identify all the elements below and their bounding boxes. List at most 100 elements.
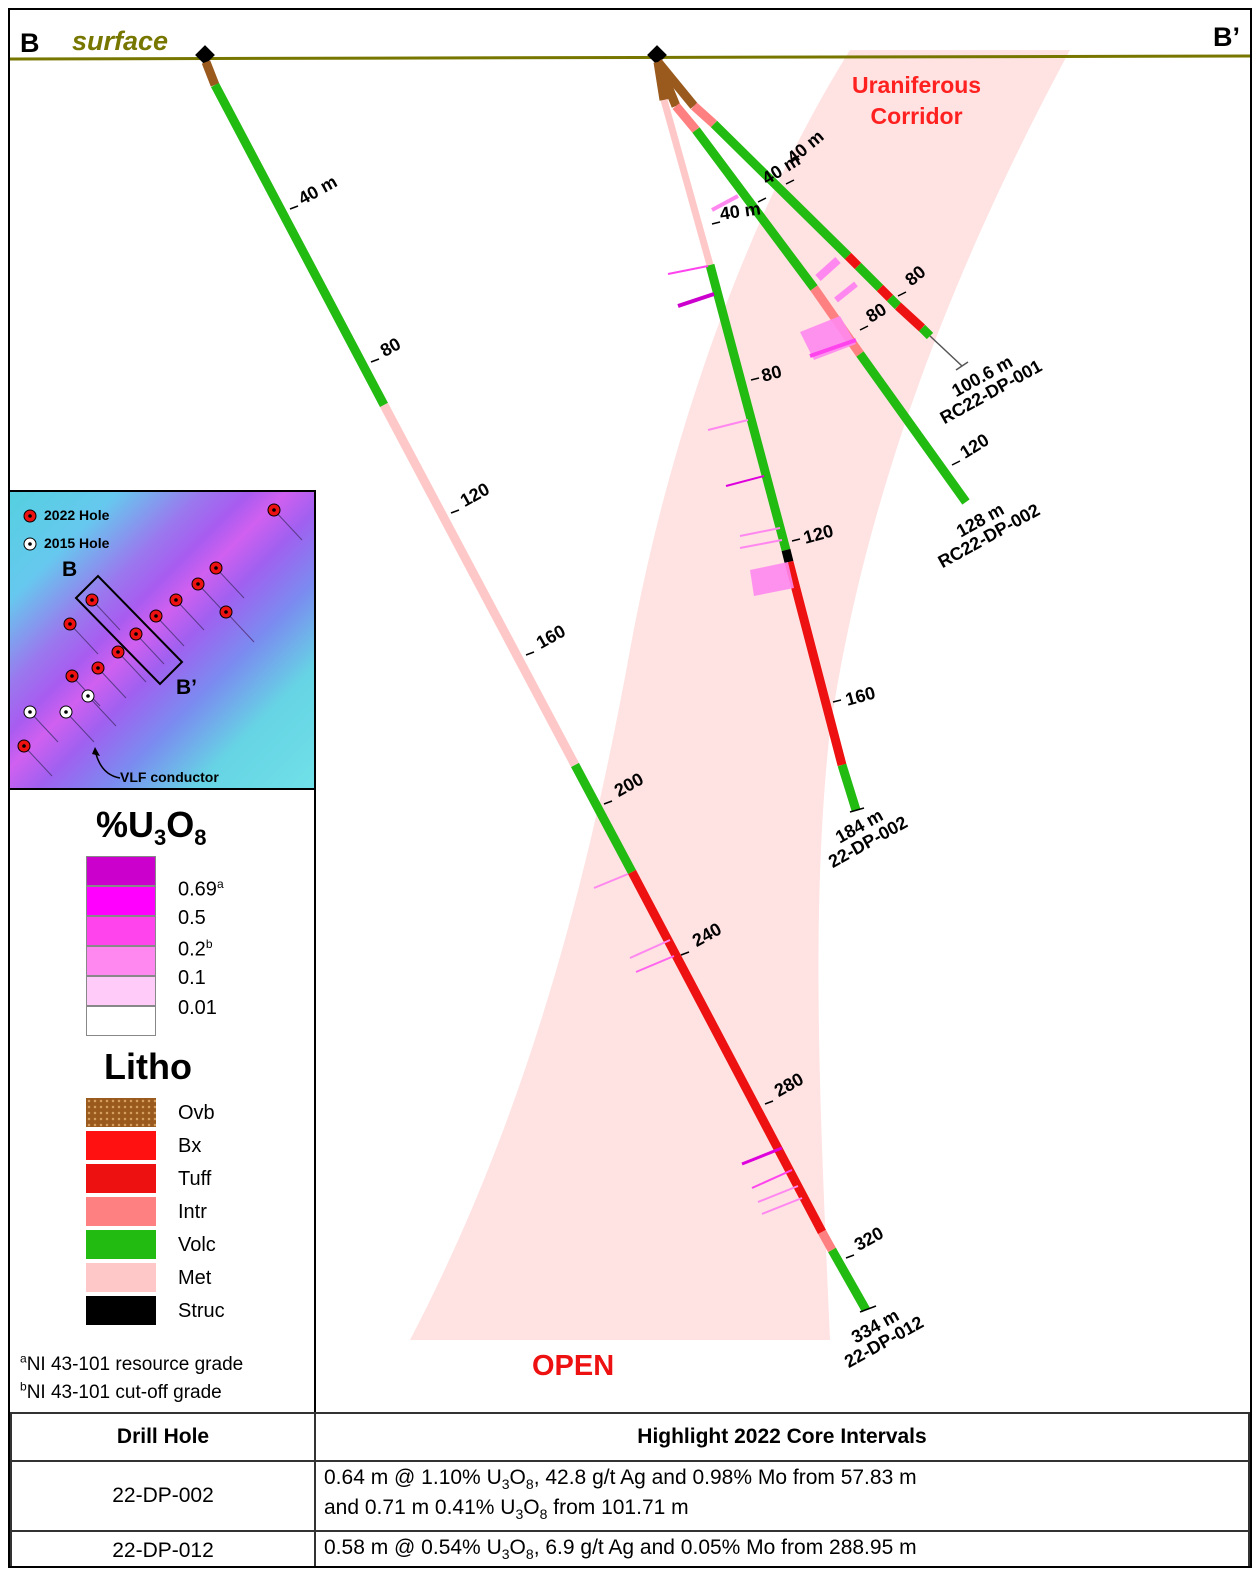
hole-segment-intr [818, 1229, 836, 1253]
depth-tick-mark [603, 800, 613, 805]
grade-label: 0.69a [178, 877, 224, 901]
litho-swatch-met [86, 1263, 156, 1292]
depth-tick-mark [785, 179, 795, 185]
depth-tick-mark [525, 651, 535, 656]
table-row: 22-DP-012 0.58 m @ 0.54% U3O8, 6.9 g/t A… [10, 1530, 1250, 1566]
inset-conductor-arrow [95, 753, 121, 779]
inset-hole-trace [215, 567, 245, 599]
inset-section-box [74, 574, 184, 686]
grade-label: 0.01 [178, 997, 217, 1019]
inset-hole-trace [23, 745, 53, 777]
footnote-resource-grade: aNI 43-101 resource grade [20, 1352, 243, 1376]
assay-bar [593, 873, 629, 889]
hole-segment-volc [918, 324, 934, 340]
depth-tick-mark [450, 509, 460, 514]
depth-tick-mark [951, 460, 961, 466]
interval-line: and 0.71 m 0.41% U3O8 from 101.71 m [324, 1496, 689, 1523]
litho-legend-title: Litho [104, 1046, 192, 1087]
inset-hole-trace [175, 599, 205, 631]
hole-segment-ovb [654, 59, 698, 109]
depth-tick-mark [370, 358, 380, 363]
grade-label: 0.1 [178, 967, 206, 989]
table-row: 22-DP-002 0.64 m @ 1.10% U3O8, 42.8 g/t … [10, 1460, 1250, 1532]
hole-segment-tuff [844, 252, 862, 270]
depth-tick-mark [897, 291, 907, 297]
hole-end-tick [859, 1305, 877, 1313]
inset-legend-2015-label: 2015 Hole [44, 535, 110, 551]
surface-label: surface [72, 26, 169, 56]
grade-swatch [86, 856, 156, 886]
depth-tick-mark [289, 205, 299, 210]
hole-RC22-DP-001 [654, 59, 969, 371]
grade-swatch [86, 946, 156, 976]
hole-segment-met [660, 99, 714, 266]
hole-segment-volc [886, 294, 902, 310]
hole-22-DP-012 [201, 60, 877, 1313]
inset-label-b: B [62, 558, 78, 581]
depth-tick-mark [711, 221, 721, 225]
corridor-label: Uraniferous Corridor [852, 70, 981, 132]
hole-segment-intr [690, 102, 718, 128]
grade-legend-title: %U3O8 [96, 804, 207, 851]
header-drill-hole: Drill Hole [10, 1412, 316, 1462]
corridor-label-line1: Uraniferous [852, 72, 982, 98]
hole-segment-tuff [894, 302, 926, 332]
litho-swatch-tuff [86, 1164, 156, 1193]
hole-end-tick [849, 807, 865, 813]
inset-hole-trace [97, 667, 127, 699]
litho-label: Met [178, 1267, 212, 1289]
hole-segment-tuff [784, 560, 847, 767]
section-label-b: B [20, 28, 40, 58]
depth-tick-mark [750, 377, 760, 381]
legend-panel: %U3O8 0.69a 0.5 0.2b 0.1 0.01 Litho Ovb … [10, 790, 316, 1412]
hole-segment-volc [571, 762, 636, 875]
footnote-text: aNI 43-101 resource grade [20, 1352, 244, 1376]
litho-swatch-struc [86, 1296, 156, 1325]
litho-swatch-volc [86, 1230, 156, 1259]
inset-arrow-head [92, 747, 100, 756]
hole-segment-tuff [876, 284, 894, 302]
grade-swatch [86, 916, 156, 946]
inset-hole-trace [69, 623, 99, 655]
assay-bar [809, 338, 857, 358]
assay-bar [711, 194, 739, 212]
inset-legend-2022-label: 2022 Hole [44, 507, 110, 523]
depth-tick-mark [859, 325, 869, 331]
grade-swatch [86, 886, 156, 916]
inset-hole-trace [29, 711, 59, 743]
grade-swatch [86, 1006, 156, 1036]
assay-bar [739, 527, 781, 537]
open-label: OPEN [532, 1350, 615, 1382]
depth-tick-mark [832, 699, 842, 703]
litho-label: Struc [178, 1300, 225, 1322]
assay-bar [757, 1185, 799, 1203]
cross-section-figure: B surface B’ Uraniferous Corridor OPEN 4… [8, 8, 1252, 1568]
depth-tick-mark [757, 197, 767, 203]
header-intervals: Highlight 2022 Core Intervals [314, 1412, 1250, 1462]
grade-swatch [86, 976, 156, 1006]
cell-intervals: 0.64 m @ 1.10% U3O8, 42.8 g/t Ag and 0.9… [314, 1460, 1250, 1532]
hole-segment-tuff [628, 869, 826, 1235]
hole-segment-volc [710, 120, 852, 260]
surface-line [10, 54, 1250, 61]
inset-conductor-label: VLF conductor [120, 769, 219, 785]
hole-segment-met [380, 402, 579, 768]
section-label-b-prime: B’ [1213, 22, 1240, 52]
inset-hole-trace [225, 611, 255, 643]
assay-bar [629, 939, 671, 959]
hole-segment-volc [692, 127, 818, 291]
hole-segment-volc [211, 82, 388, 408]
uraniferous-corridor [410, 50, 1070, 1340]
litho-swatch-ovb [86, 1098, 156, 1127]
hole-segment-volc [705, 263, 791, 552]
inset-hole-trace [117, 651, 147, 683]
litho-swatch-bx [86, 1131, 156, 1160]
hole-segment-volc [854, 262, 884, 292]
table-header-row: Drill Hole Highlight 2022 Core Intervals [10, 1412, 1250, 1462]
corridor-label-line2: Corridor [870, 103, 963, 129]
cell-drill-hole: 22-DP-012 [10, 1530, 316, 1566]
inset-location-map: 2022 Hole 2015 Hole B B’ VLF conductor [10, 490, 316, 790]
depth-tick-mark [680, 951, 690, 956]
inset-hole-trace [155, 615, 185, 647]
hole-end-tick [955, 361, 969, 371]
